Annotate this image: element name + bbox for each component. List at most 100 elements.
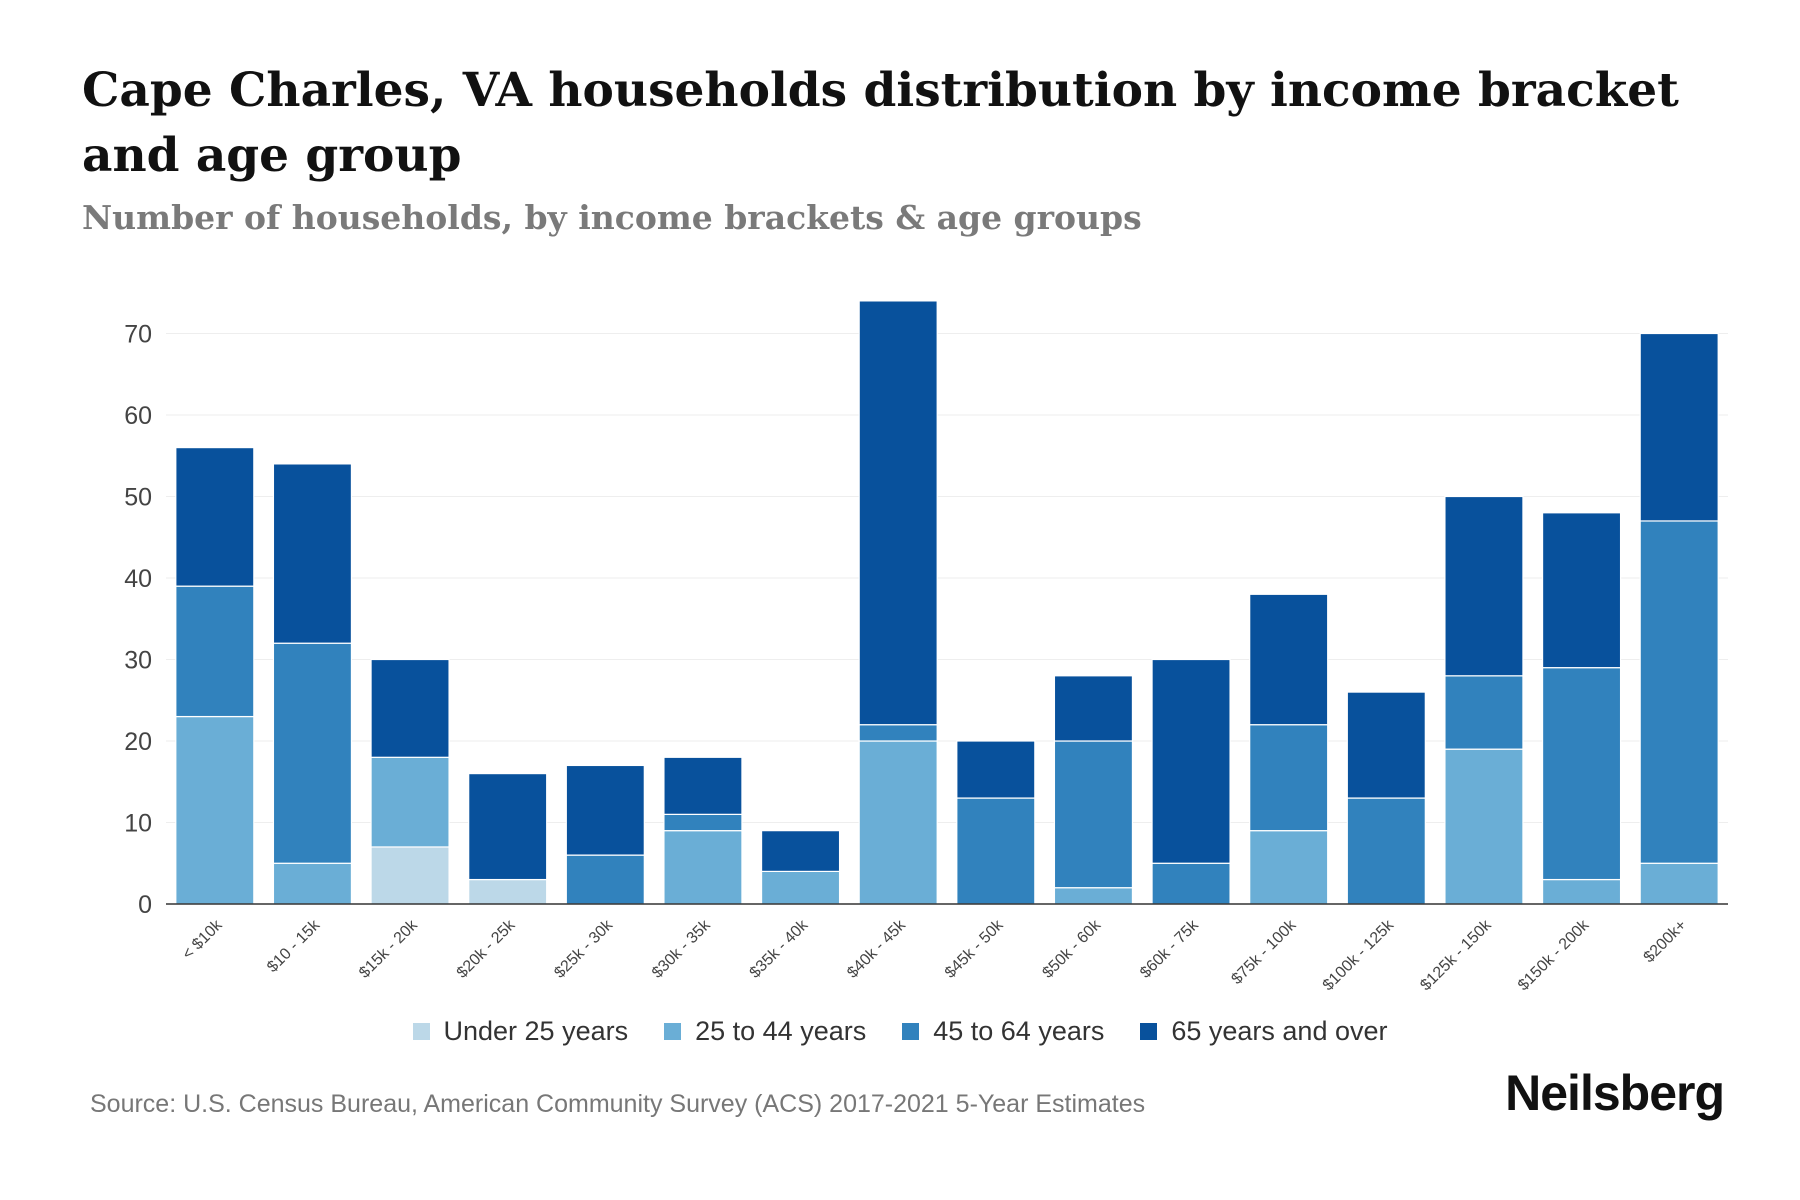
bar-stack [272,463,353,905]
bar-stack [468,772,548,905]
y-tick-label: 20 [124,728,152,756]
bar-segment [1639,520,1719,864]
bar-stack [565,764,645,905]
bar-segment [1541,667,1622,881]
legend-swatch [1140,1023,1158,1040]
bar-segment [663,813,743,832]
brand-logo: Neilsberg [1505,1065,1725,1121]
bar-segment [956,740,1036,799]
bar-segment [370,756,450,848]
y-tick-label: 10 [124,810,152,838]
bar-segment [1346,797,1426,905]
x-tick-label: $100k - 125k [1320,916,1398,994]
legend-item: 65 years and over [1140,1016,1388,1047]
y-tick-label: 50 [124,484,152,512]
x-tick-label: $200k+ [1641,917,1690,966]
x-tick-label: $25k - 30k [551,916,617,982]
bar-segment [1444,495,1524,677]
bar-segment [760,870,841,905]
bar-stack [1541,512,1622,905]
x-tick-label: $10 - 15k [264,916,324,976]
bars [175,300,1719,905]
bar-stack [760,830,841,905]
bar-segment [1639,332,1719,522]
bar-segment [1151,658,1231,864]
bar-stack [1053,675,1134,905]
bar-segment [175,447,255,587]
bar-stack [1249,593,1329,905]
bar-segment [1541,512,1622,669]
y-axis-ticks: 0 10 20 30 40 50 60 70 [124,321,152,920]
bar-segment [1053,675,1134,742]
bar-segment [1346,691,1426,799]
bar-stack [370,658,450,905]
bar-segment [272,862,353,905]
bar-stack [175,447,255,905]
bar-segment [760,830,841,873]
legend-item: 45 to 64 years [902,1016,1104,1047]
x-tick-label: $20k - 25k [454,916,520,982]
y-tick-label: 0 [138,891,152,919]
y-tick-label: 60 [124,402,152,430]
bar-segment [272,463,353,644]
y-tick-label: 40 [124,565,152,593]
bar-stack [1151,658,1231,905]
source-note: Source: U.S. Census Bureau, American Com… [90,1090,1146,1118]
legend-label: 65 years and over [1171,1016,1388,1046]
bar-segment [175,585,255,718]
bar-stack [858,300,938,905]
bar-segment [1541,878,1622,905]
chart-subtitle: Number of households, by income brackets… [82,198,1142,237]
bar-segment [1249,724,1329,832]
legend-swatch [902,1023,920,1040]
bar-segment [858,724,938,742]
legend-item: Under 25 years [412,1016,629,1047]
bar-segment [370,658,450,758]
legend-label: 25 to 44 years [695,1016,867,1046]
legend-swatch [664,1023,682,1040]
bar-stack [1346,691,1426,905]
bar-segment [370,846,450,905]
y-tick-label: 30 [124,647,152,675]
legend-swatch [412,1023,430,1040]
legend-label: Under 25 years [443,1016,629,1046]
y-tick-label: 70 [124,321,152,349]
stacked-bar-chart: 0 10 20 30 40 50 60 70 < $10k $10 - 15k $15k - 20… [124,300,1728,994]
x-tick-label: < $10k [179,916,226,963]
x-tick-label: $150k - 200k [1515,916,1593,994]
x-axis-ticks: < $10k $10 - 15k $15k - 20k $20k - 25k $25k … [179,916,1690,994]
bar-segment [175,715,255,905]
bar-segment [468,772,548,881]
bar-segment [1151,862,1231,905]
bar-stack [1444,495,1524,905]
x-tick-label: $40k - 45k [844,916,910,982]
bar-segment [1053,740,1134,889]
x-tick-label: $60k - 75k [1137,916,1203,982]
x-tick-label: $30k - 35k [649,916,715,982]
bar-segment [663,830,743,905]
bar-segment [1249,830,1329,905]
x-tick-label: $45k - 50k [942,916,1008,982]
bar-segment [1444,748,1524,905]
legend: Under 25 years 25 to 44 years 45 to 64 yea… [0,1016,1800,1047]
bar-segment [565,764,645,856]
bar-segment [272,642,353,864]
x-tick-label: $125k - 150k [1417,916,1495,994]
bar-segment [956,797,1036,905]
bar-segment [663,756,743,815]
bar-stack [663,756,743,905]
x-tick-label: $15k - 20k [356,916,422,982]
x-tick-label: $35k - 40k [747,916,813,982]
legend-label: 45 to 64 years [933,1016,1105,1046]
bar-segment [468,878,548,905]
legend-item: 25 to 44 years [664,1016,866,1047]
bar-stack [956,740,1036,905]
bar-segment [1249,593,1329,726]
x-tick-label: $50k - 60k [1039,916,1105,982]
bar-segment [1053,887,1134,905]
x-tick-label: $75k - 100k [1228,916,1300,988]
chart-title: Cape Charles, VA households distribution… [82,63,1679,183]
bar-stack [1639,332,1719,905]
bar-segment [565,854,645,905]
bar-segment [1444,675,1524,750]
